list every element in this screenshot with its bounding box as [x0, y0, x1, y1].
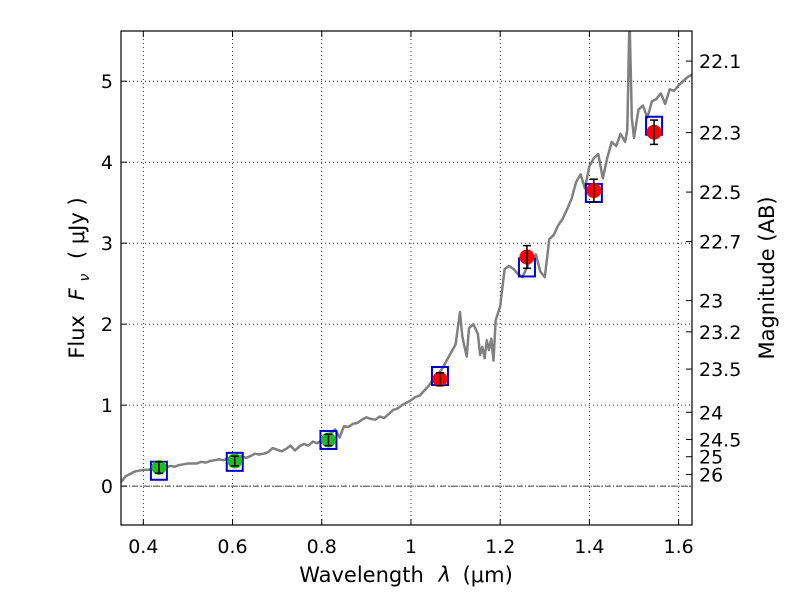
x-tick-label: 1.6 — [664, 536, 694, 558]
x-tick-label: 0.8 — [307, 536, 337, 558]
plot-frame — [120, 30, 693, 526]
y-tick-label: 5 — [101, 71, 113, 93]
y2-axis-label: Magnitude (AB) — [755, 196, 779, 359]
y2-tick-label: 24 — [699, 402, 723, 424]
marker-layer — [149, 115, 664, 481]
y-tick-label: 1 — [101, 395, 113, 417]
model-square-marker — [225, 451, 244, 472]
y2-tick-label: 23 — [699, 291, 723, 313]
y2-tick-label: 23.5 — [699, 359, 741, 381]
y2-tick-label: 22.3 — [699, 123, 741, 145]
x-axis-label-units: (μm) — [463, 563, 513, 587]
x-axis-label-var: λ — [437, 563, 450, 587]
y2-tick-label: 22.1 — [699, 51, 741, 73]
y-tick-label: 0 — [101, 476, 113, 498]
y2-tick-label: 24.5 — [699, 430, 741, 452]
y2-tick-label: 25 — [699, 447, 723, 469]
y-tick-label: 3 — [101, 233, 113, 255]
y2-tick-label: 22.7 — [699, 232, 741, 254]
x-axis-label-text: Wavelength — [299, 563, 424, 587]
x-tick-label: 1 — [405, 536, 417, 558]
grid — [121, 31, 692, 525]
y-axis-label-text: Flux — [65, 315, 89, 359]
y-axis-label: Flux F ν ( μJy ) — [65, 197, 94, 358]
x-tick-label: 1.4 — [574, 536, 604, 558]
y-tick-label: 4 — [101, 152, 113, 174]
y-tick-label: 2 — [101, 314, 113, 336]
spectrum-line — [121, 31, 692, 483]
y-axis-label-units: ( μJy ) — [65, 197, 89, 259]
tick-layer: 0.4 0.6 0.8 1 1.2 1.4 1.601234522.122.322.522.… — [101, 31, 741, 558]
spectrum-layer — [121, 31, 692, 483]
y2-tick-label: 26 — [699, 464, 723, 486]
y-axis-label-sub: ν — [77, 274, 93, 282]
y-axis-label-var: F — [65, 287, 89, 300]
x-axis-label: Wavelength λ (μm) — [299, 563, 513, 587]
x-tick-label: 1.2 — [485, 536, 515, 558]
y2-tick-label: 23.2 — [699, 322, 741, 344]
y2-tick-label: 22.5 — [699, 182, 741, 204]
model-square-marker — [319, 429, 338, 450]
x-tick-label: 0.6 — [217, 536, 247, 558]
x-tick-label: 0.4 — [128, 536, 158, 558]
